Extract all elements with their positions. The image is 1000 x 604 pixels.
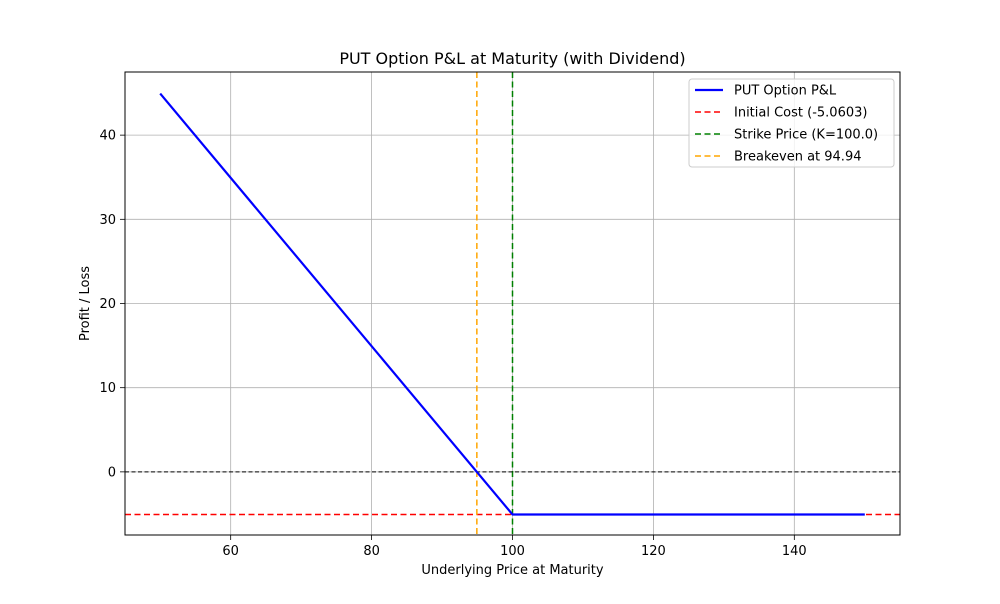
x-tick-label: 60	[222, 544, 239, 559]
legend-box	[688, 78, 895, 168]
y-axis-ticks: 0 10 20 30 40	[99, 129, 125, 480]
y-tick-label: 20	[99, 297, 116, 312]
y-tick-label: 10	[99, 381, 116, 396]
x-tick-label: 140	[782, 544, 807, 559]
y-axis-label: Profit / Loss	[78, 266, 93, 341]
x-axis-ticks: 60 80 100 120 140	[222, 535, 807, 559]
put-pnl-line	[159, 92, 865, 516]
legend-item-initial-cost: Initial Cost (-5.0603)	[695, 106, 867, 121]
legend-item-breakeven: Breakeven at 94.94	[695, 150, 861, 165]
legend-label: Initial Cost (-5.0603)	[734, 106, 867, 121]
y-tick-label: 0	[108, 465, 116, 480]
y-tick-label: 40	[99, 129, 116, 144]
legend-item-strike-price: Strike Price (K=100.0)	[695, 128, 878, 143]
plot-area	[125, 72, 900, 535]
x-tick-label: 120	[641, 544, 666, 559]
legend: PUT Option P&L Initial Cost (-5.0603) Stri…	[688, 78, 895, 168]
chart-title: PUT Option P&L at Maturity (with Dividen…	[339, 49, 685, 68]
x-tick-label: 100	[500, 544, 525, 559]
legend-label: PUT Option P&L	[734, 84, 837, 99]
x-tick-label: 80	[363, 544, 380, 559]
legend-label: Strike Price (K=100.0)	[734, 128, 878, 143]
y-tick-label: 30	[99, 213, 116, 228]
x-axis-label: Underlying Price at Maturity	[421, 563, 604, 578]
legend-item-put-pnl: PUT Option P&L	[695, 84, 837, 99]
legend-label: Breakeven at 94.94	[734, 150, 861, 165]
